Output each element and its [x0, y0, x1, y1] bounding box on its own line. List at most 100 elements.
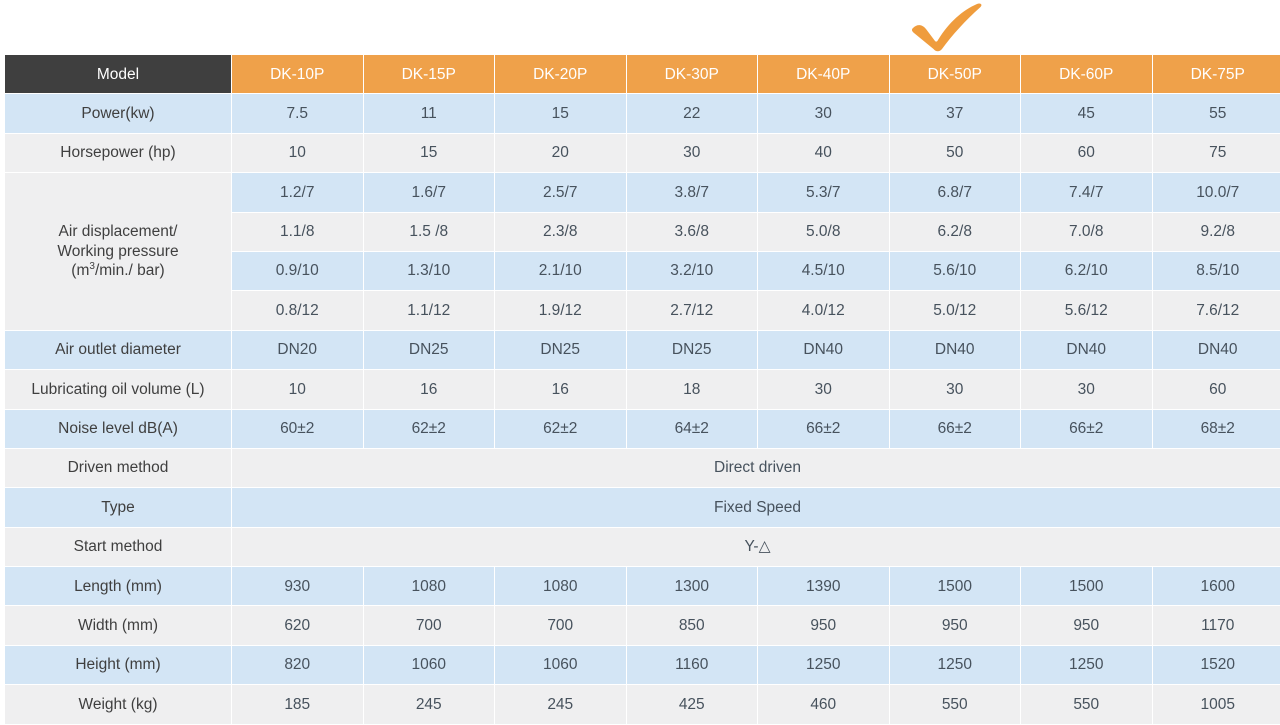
cell-height-dk60p: 1250	[1021, 646, 1152, 684]
cell-horsepower-dk40p: 40	[758, 134, 889, 172]
header-col-dk60p: DK-60P	[1021, 55, 1152, 93]
cell-power-dk75p: 55	[1153, 94, 1280, 132]
row-label-weight: Weight (kg)	[5, 685, 231, 723]
cell-horsepower-dk30p: 30	[627, 134, 758, 172]
table-row-lubricating-oil-volume: Lubricating oil volume (L) 10 16 16 18 3…	[5, 370, 1280, 408]
header-col-dk30p: DK-30P	[627, 55, 758, 93]
cell-horsepower-dk20p: 20	[495, 134, 626, 172]
table-row-length: Length (mm) 930 1080 1080 1300 1390 1500…	[5, 567, 1280, 605]
cell-airdisp7-dk75p: 10.0/7	[1153, 173, 1280, 211]
cell-oil-dk10p: 10	[232, 370, 363, 408]
cell-length-dk30p: 1300	[627, 567, 758, 605]
annotation-layer	[0, 0, 1280, 56]
row-label-driven-method: Driven method	[5, 449, 231, 487]
row-label-lubricating-oil-volume: Lubricating oil volume (L)	[5, 370, 231, 408]
compressor-spec-table: Model DK-10P DK-15P DK-20P DK-30P DK-40P…	[4, 54, 1280, 725]
cell-width-dk40p: 950	[758, 606, 889, 644]
cell-airdisp8-dk60p: 7.0/8	[1021, 213, 1152, 251]
header-model-label: Model	[5, 55, 231, 93]
cell-airdisp10-dk75p: 8.5/10	[1153, 252, 1280, 290]
cell-noise-dk40p: 66±2	[758, 410, 889, 448]
cell-airdisp7-dk10p: 1.2/7	[232, 173, 363, 211]
air-displacement-line1: Air displacement/	[59, 223, 178, 240]
cell-outlet-dk10p: DN20	[232, 331, 363, 369]
check-mark-icon	[903, 2, 989, 52]
cell-noise-dk60p: 66±2	[1021, 410, 1152, 448]
cell-airdisp10-dk40p: 4.5/10	[758, 252, 889, 290]
cell-airdisp10-dk20p: 2.1/10	[495, 252, 626, 290]
cell-airdisp8-dk15p: 1.5 /8	[364, 213, 495, 251]
cell-noise-dk20p: 62±2	[495, 410, 626, 448]
spec-table-container: Model DK-10P DK-15P DK-20P DK-30P DK-40P…	[4, 54, 1276, 725]
table-row-power: Power(kw) 7.5 11 15 22 30 37 45 55	[5, 94, 1280, 132]
header-col-dk15p: DK-15P	[364, 55, 495, 93]
header-col-dk50p: DK-50P	[890, 55, 1021, 93]
cell-airdisp10-dk10p: 0.9/10	[232, 252, 363, 290]
cell-noise-dk30p: 64±2	[627, 410, 758, 448]
header-col-dk40p: DK-40P	[758, 55, 889, 93]
table-row-start-method: Start method Y-△	[5, 528, 1280, 566]
table-row-air-outlet-diameter: Air outlet diameter DN20 DN25 DN25 DN25 …	[5, 331, 1280, 369]
cell-outlet-dk60p: DN40	[1021, 331, 1152, 369]
cell-length-dk75p: 1600	[1153, 567, 1280, 605]
cell-width-dk30p: 850	[627, 606, 758, 644]
cell-weight-dk50p: 550	[890, 685, 1021, 723]
cell-oil-dk60p: 30	[1021, 370, 1152, 408]
table-row-width: Width (mm) 620 700 700 850 950 950 950 1…	[5, 606, 1280, 644]
cell-power-dk60p: 45	[1021, 94, 1152, 132]
cell-airdisp7-dk30p: 3.8/7	[627, 173, 758, 211]
air-displacement-line3-post: /min./ bar)	[95, 262, 165, 279]
cell-horsepower-dk75p: 75	[1153, 134, 1280, 172]
cell-horsepower-dk10p: 10	[232, 134, 363, 172]
header-row: Model DK-10P DK-15P DK-20P DK-30P DK-40P…	[5, 55, 1280, 93]
cell-start-method-merged: Y-△	[232, 528, 1280, 566]
cell-width-dk20p: 700	[495, 606, 626, 644]
cell-power-dk10p: 7.5	[232, 94, 363, 132]
cell-length-dk10p: 930	[232, 567, 363, 605]
cell-height-dk75p: 1520	[1153, 646, 1280, 684]
cell-airdisp12-dk20p: 1.9/12	[495, 291, 626, 329]
cell-airdisp7-dk15p: 1.6/7	[364, 173, 495, 211]
cell-weight-dk60p: 550	[1021, 685, 1152, 723]
cell-outlet-dk50p: DN40	[890, 331, 1021, 369]
row-label-horsepower: Horsepower (hp)	[5, 134, 231, 172]
cell-airdisp10-dk15p: 1.3/10	[364, 252, 495, 290]
cell-airdisp10-dk50p: 5.6/10	[890, 252, 1021, 290]
cell-power-dk20p: 15	[495, 94, 626, 132]
row-label-type: Type	[5, 488, 231, 526]
cell-airdisp10-dk60p: 6.2/10	[1021, 252, 1152, 290]
air-displacement-line3-pre: (m	[71, 262, 89, 279]
cell-oil-dk30p: 18	[627, 370, 758, 408]
cell-power-dk30p: 22	[627, 94, 758, 132]
row-label-width: Width (mm)	[5, 606, 231, 644]
cell-power-dk40p: 30	[758, 94, 889, 132]
cell-driven-method-merged: Direct driven	[232, 449, 1280, 487]
cell-type-merged: Fixed Speed	[232, 488, 1280, 526]
cell-airdisp12-dk75p: 7.6/12	[1153, 291, 1280, 329]
row-label-length: Length (mm)	[5, 567, 231, 605]
row-label-noise-level: Noise level dB(A)	[5, 410, 231, 448]
cell-weight-dk10p: 185	[232, 685, 363, 723]
cell-airdisp8-dk50p: 6.2/8	[890, 213, 1021, 251]
cell-airdisp7-dk40p: 5.3/7	[758, 173, 889, 211]
table-row-noise-level: Noise level dB(A) 60±2 62±2 62±2 64±2 66…	[5, 410, 1280, 448]
header-col-dk75p: DK-75P	[1153, 55, 1280, 93]
table-row-type: Type Fixed Speed	[5, 488, 1280, 526]
cell-outlet-dk40p: DN40	[758, 331, 889, 369]
table-row-horsepower: Horsepower (hp) 10 15 20 30 40 50 60 75	[5, 134, 1280, 172]
cell-noise-dk75p: 68±2	[1153, 410, 1280, 448]
cell-length-dk60p: 1500	[1021, 567, 1152, 605]
cell-airdisp12-dk60p: 5.6/12	[1021, 291, 1152, 329]
cell-outlet-dk15p: DN25	[364, 331, 495, 369]
table-body: Power(kw) 7.5 11 15 22 30 37 45 55 Horse…	[5, 94, 1280, 723]
cell-airdisp12-dk10p: 0.8/12	[232, 291, 363, 329]
cell-airdisp7-dk50p: 6.8/7	[890, 173, 1021, 211]
cell-power-dk50p: 37	[890, 94, 1021, 132]
row-label-air-displacement: Air displacement/ Working pressure (m3/m…	[5, 173, 231, 330]
cell-weight-dk15p: 245	[364, 685, 495, 723]
air-displacement-line2: Working pressure	[57, 243, 178, 260]
cell-horsepower-dk50p: 50	[890, 134, 1021, 172]
cell-length-dk20p: 1080	[495, 567, 626, 605]
cell-weight-dk40p: 460	[758, 685, 889, 723]
header-col-dk10p: DK-10P	[232, 55, 363, 93]
